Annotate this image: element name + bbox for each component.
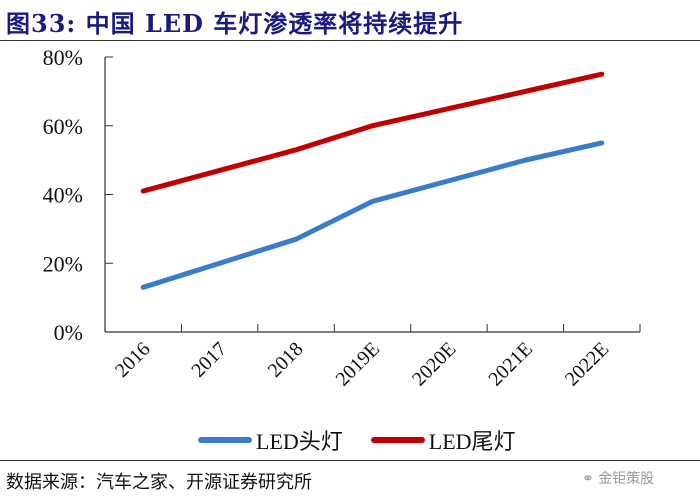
x-tick-label: 2020E xyxy=(408,338,460,390)
y-tick-label: 0% xyxy=(54,320,83,345)
series-line-headlight xyxy=(140,140,605,290)
x-tick-label: 2017 xyxy=(187,338,231,382)
legend-label-headlight: LED头灯 xyxy=(256,429,343,454)
x-tick-label: 2018 xyxy=(264,338,308,382)
figure-title: 图33: 中国 LED 车灯渗透率将持续提升 xyxy=(6,9,464,38)
legend-swatch-headlight xyxy=(198,437,252,443)
source-divider xyxy=(0,460,700,461)
series-line-taillight xyxy=(140,71,605,194)
watermark: ⚭ 金钜策股 xyxy=(582,468,654,488)
legend-label-taillight: LED尾灯 xyxy=(428,429,516,454)
x-tick-label: 2021E xyxy=(484,338,536,390)
data-source: 数据来源：汽车之家、开源证券研究所 xyxy=(6,472,312,493)
title-divider xyxy=(0,40,700,41)
line-chart: 0% 20% 40% 60% 80% 2016 2017 2018 2019E 2020E 202… xyxy=(43,45,641,390)
wechat-icon: ⚭ xyxy=(582,471,594,487)
y-axis-ticks: 0% 20% 40% 60% 80% xyxy=(43,45,113,345)
x-tick-label: 2022E xyxy=(561,338,613,390)
y-tick-label: 20% xyxy=(43,251,83,276)
y-tick-label: 80% xyxy=(43,45,83,70)
legend-swatch-taillight xyxy=(370,437,425,443)
y-tick-label: 40% xyxy=(43,183,83,208)
series-lines xyxy=(140,71,605,290)
legend-item-headlight: LED头灯 xyxy=(198,424,343,456)
watermark-text: 金钜策股 xyxy=(598,471,655,487)
y-tick-label: 60% xyxy=(43,114,83,139)
legend: LED头灯 LED尾灯 xyxy=(198,424,544,456)
x-tick-label: 2016 xyxy=(111,338,155,382)
legend-item-taillight: LED尾灯 xyxy=(370,424,516,456)
x-axis-ticks: 2016 2017 2018 2019E 2020E 2021E 2022E xyxy=(104,324,641,390)
x-tick-label: 2019E xyxy=(332,338,384,390)
axes xyxy=(104,57,640,333)
